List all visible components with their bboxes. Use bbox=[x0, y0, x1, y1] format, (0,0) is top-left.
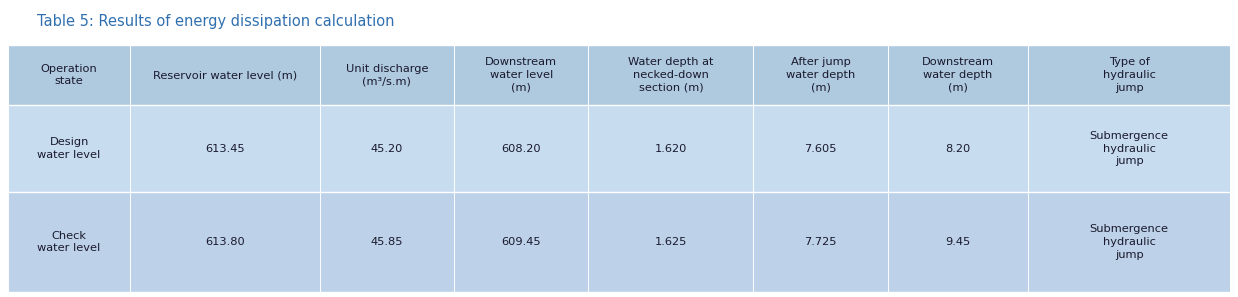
Text: Operation
state: Operation state bbox=[41, 64, 98, 86]
Text: Downstream
water level
(m): Downstream water level (m) bbox=[485, 57, 557, 93]
Text: Check
water level: Check water level bbox=[37, 230, 100, 253]
Text: Downstream
water depth
(m): Downstream water depth (m) bbox=[922, 57, 994, 93]
Text: Water depth at
necked-down
section (m): Water depth at necked-down section (m) bbox=[628, 57, 713, 93]
Text: Type of
hydraulic
jump: Type of hydraulic jump bbox=[1103, 57, 1155, 93]
Text: 1.620: 1.620 bbox=[655, 143, 687, 154]
Bar bbox=[7, 192, 1231, 292]
Text: 609.45: 609.45 bbox=[501, 237, 541, 247]
Text: 45.20: 45.20 bbox=[370, 143, 404, 154]
Text: 8.20: 8.20 bbox=[946, 143, 971, 154]
Bar bbox=[7, 45, 1231, 292]
Text: Submergence
hydraulic
jump: Submergence hydraulic jump bbox=[1089, 224, 1169, 260]
Text: 45.85: 45.85 bbox=[370, 237, 404, 247]
Text: 7.605: 7.605 bbox=[805, 143, 837, 154]
Text: 1.625: 1.625 bbox=[655, 237, 687, 247]
Text: 613.45: 613.45 bbox=[206, 143, 245, 154]
Text: Unit discharge
(m³/s.m): Unit discharge (m³/s.m) bbox=[345, 64, 428, 86]
Text: After jump
water depth
(m): After jump water depth (m) bbox=[786, 57, 855, 93]
Bar bbox=[7, 105, 1231, 192]
Text: 9.45: 9.45 bbox=[946, 237, 971, 247]
Text: 613.80: 613.80 bbox=[206, 237, 245, 247]
Text: Reservoir water level (m): Reservoir water level (m) bbox=[152, 70, 297, 80]
Text: Table 5: Results of energy dissipation calculation: Table 5: Results of energy dissipation c… bbox=[37, 14, 395, 29]
Text: Design
water level: Design water level bbox=[37, 137, 100, 160]
Text: Submergence
hydraulic
jump: Submergence hydraulic jump bbox=[1089, 131, 1169, 166]
Text: 7.725: 7.725 bbox=[805, 237, 837, 247]
Bar bbox=[7, 45, 1231, 105]
Text: 608.20: 608.20 bbox=[501, 143, 541, 154]
